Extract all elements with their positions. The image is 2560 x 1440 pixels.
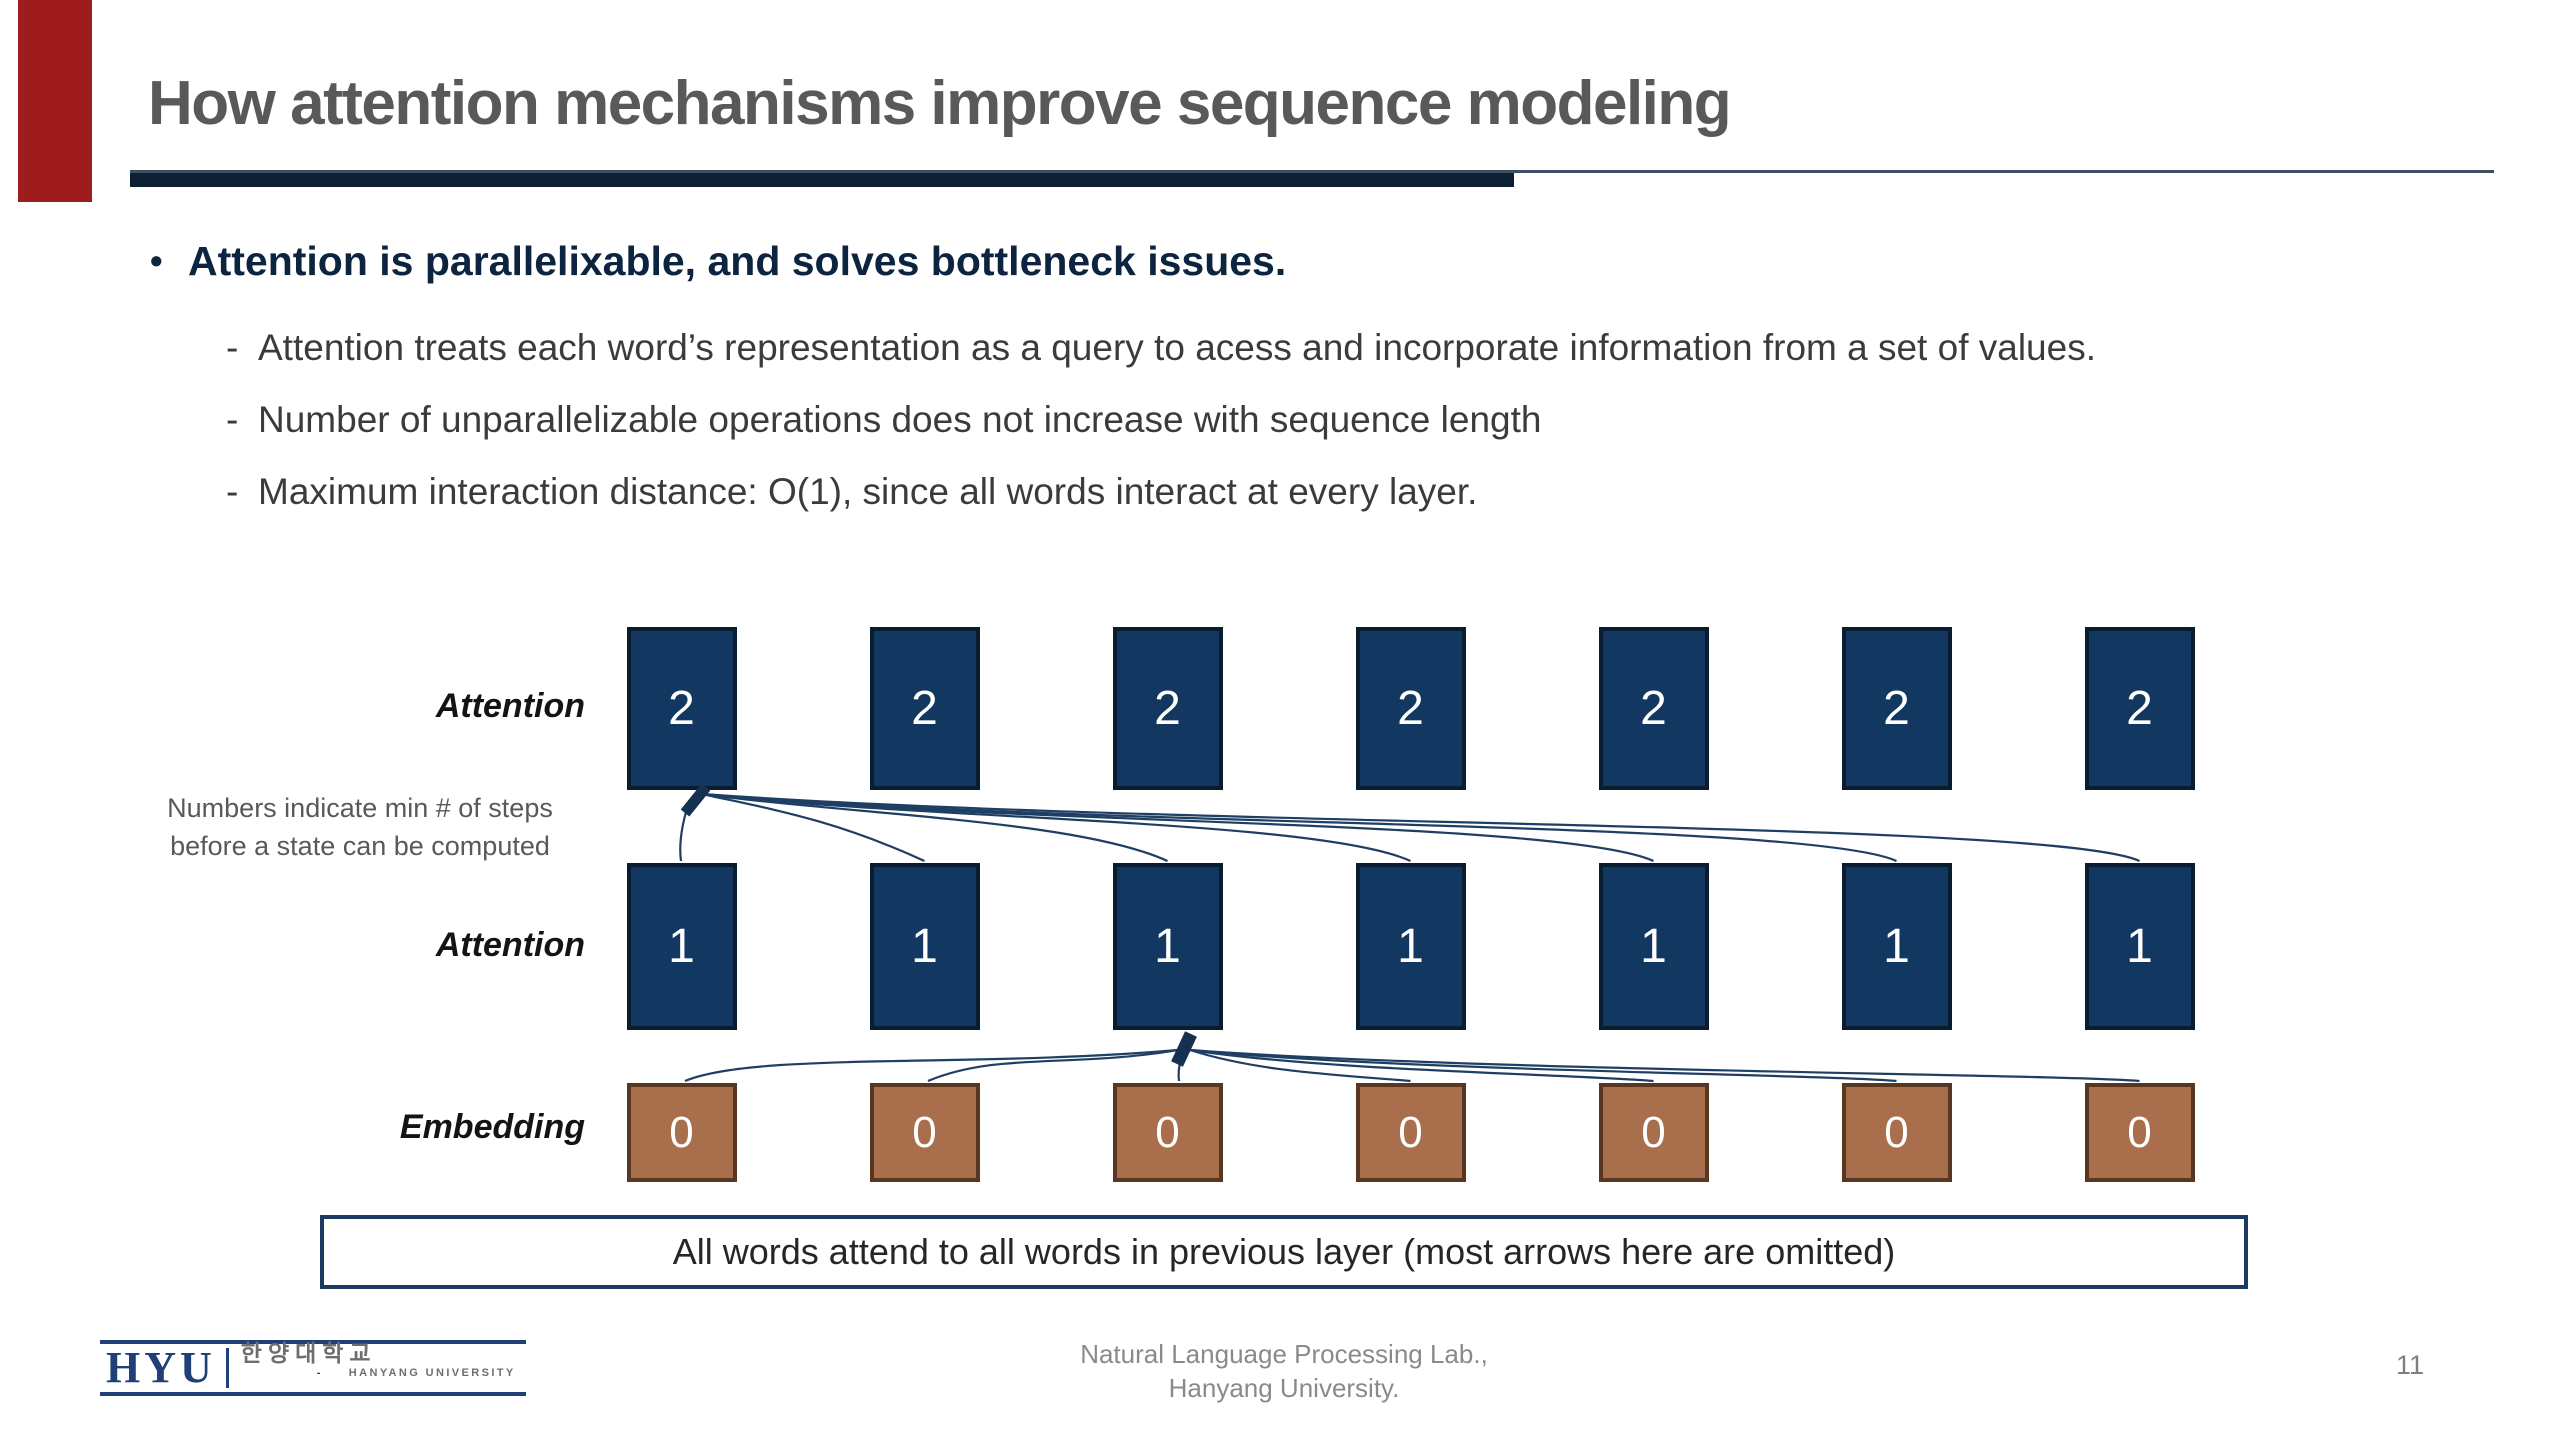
- sub-bullet-1: Attention treats each word’s representat…: [150, 320, 2310, 375]
- diagram-note: Numbers indicate min # of steps before a…: [140, 789, 580, 865]
- title-underline-thick: [130, 173, 1514, 187]
- hyu-logo-divider: [225, 1348, 229, 1388]
- diagram-box-row1-col5: 2: [1598, 627, 1709, 790]
- diagram-box-row2-col7: 1: [2084, 863, 2195, 1030]
- affiliation-line2: Hanyang University.: [1168, 1373, 1400, 1403]
- diagram-box-row2-col2: 1: [869, 863, 980, 1030]
- diagram-box-row3-col5: 0: [1598, 1083, 1709, 1182]
- fan2-line-col4: [1189, 1048, 1411, 1083]
- fan2-line-col6: [1189, 1048, 1897, 1083]
- row-label-attention-mid: Attention: [435, 926, 585, 964]
- diagram-box-row2-col4: 1: [1355, 863, 1466, 1030]
- title-underline-thin: [130, 170, 2494, 173]
- hyu-logo-textblock: 한양대학교 HANYANG UNIVERSITY: [241, 1340, 516, 1397]
- diagram-box-row2-col5: 1: [1598, 863, 1709, 1030]
- hyu-logo-subtitle: HANYANG UNIVERSITY: [241, 1366, 516, 1380]
- caption-box: All words attend to all words in previou…: [320, 1215, 2248, 1289]
- fan1-line-col5: [701, 792, 1654, 863]
- diagram-note-line2: before a state can be computed: [170, 831, 550, 861]
- fan1-arrowhead: [680, 783, 711, 817]
- bullet-main: Attention is parallelixable, and solves …: [150, 238, 2488, 285]
- affiliation: Natural Language Processing Lab., Hanyan…: [954, 1337, 1614, 1405]
- row-label-embedding: Embedding: [399, 1108, 585, 1146]
- affiliation-line1: Natural Language Processing Lab.,: [1080, 1339, 1488, 1369]
- fan1-line-col2: [701, 792, 925, 863]
- hyu-logo: HYU 한양대학교 HANYANG UNIVERSITY: [100, 1340, 526, 1396]
- diagram-box-row3-col3: 0: [1112, 1083, 1223, 1182]
- slide-title: How attention mechanisms improve sequenc…: [148, 69, 1732, 138]
- row-label-attention-top: Attention: [435, 687, 585, 725]
- diagram-box-row3-col6: 0: [1841, 1083, 1952, 1182]
- fan1-line-col4: [701, 792, 1411, 863]
- sub-bullet-2: Number of unparallelizable operations do…: [150, 392, 2310, 447]
- corner-accent-bar: [18, 0, 92, 202]
- fan1-line-col3: [701, 792, 1168, 863]
- fan2-line-col5: [1189, 1048, 1654, 1083]
- diagram-box-row2-col6: 1: [1841, 863, 1952, 1030]
- caption-text: All words attend to all words in previou…: [672, 1231, 1896, 1272]
- diagram-box-row1-col6: 2: [1841, 627, 1952, 790]
- diagram-box-row3-col1: 0: [626, 1083, 737, 1182]
- fan2-line-col7: [1189, 1048, 2140, 1083]
- hyu-logo-letters: HYU: [106, 1343, 216, 1392]
- diagram-box-row1-col3: 2: [1112, 627, 1223, 790]
- fan2-arrowhead: [1171, 1031, 1197, 1067]
- diagram-box-row1-col7: 2: [2084, 627, 2195, 790]
- fan1-line-col6: [701, 792, 1897, 863]
- hyu-logo-korean: 한양대학교: [240, 1339, 377, 1366]
- diagram-box-row3-col4: 0: [1355, 1083, 1466, 1182]
- diagram-box-row2-col3: 1: [1112, 863, 1223, 1030]
- fan1-line-col1: [679, 811, 688, 862]
- sub-bullet-list: Attention treats each word’s representat…: [150, 320, 2310, 536]
- fan2-line-col3: [1177, 1057, 1183, 1082]
- page-number: 11: [2396, 1350, 2425, 1380]
- diagram-box-row1-col2: 2: [869, 627, 980, 790]
- fan2-line-col2: [927, 1048, 1179, 1083]
- diagram-box-row1-col4: 2: [1355, 627, 1466, 790]
- fan2-line-col1: [684, 1048, 1179, 1083]
- diagram-box-row1-col1: 2: [626, 627, 737, 790]
- diagram-box-row2-col1: 1: [626, 863, 737, 1030]
- sub-bullet-3: Maximum interaction distance: O(1), sinc…: [150, 464, 2310, 519]
- diagram-box-row3-col7: 0: [2084, 1083, 2195, 1182]
- diagram-note-line1: Numbers indicate min # of steps: [167, 793, 553, 823]
- fan1-line-col7: [701, 792, 2140, 863]
- diagram-box-row3-col2: 0: [869, 1083, 980, 1182]
